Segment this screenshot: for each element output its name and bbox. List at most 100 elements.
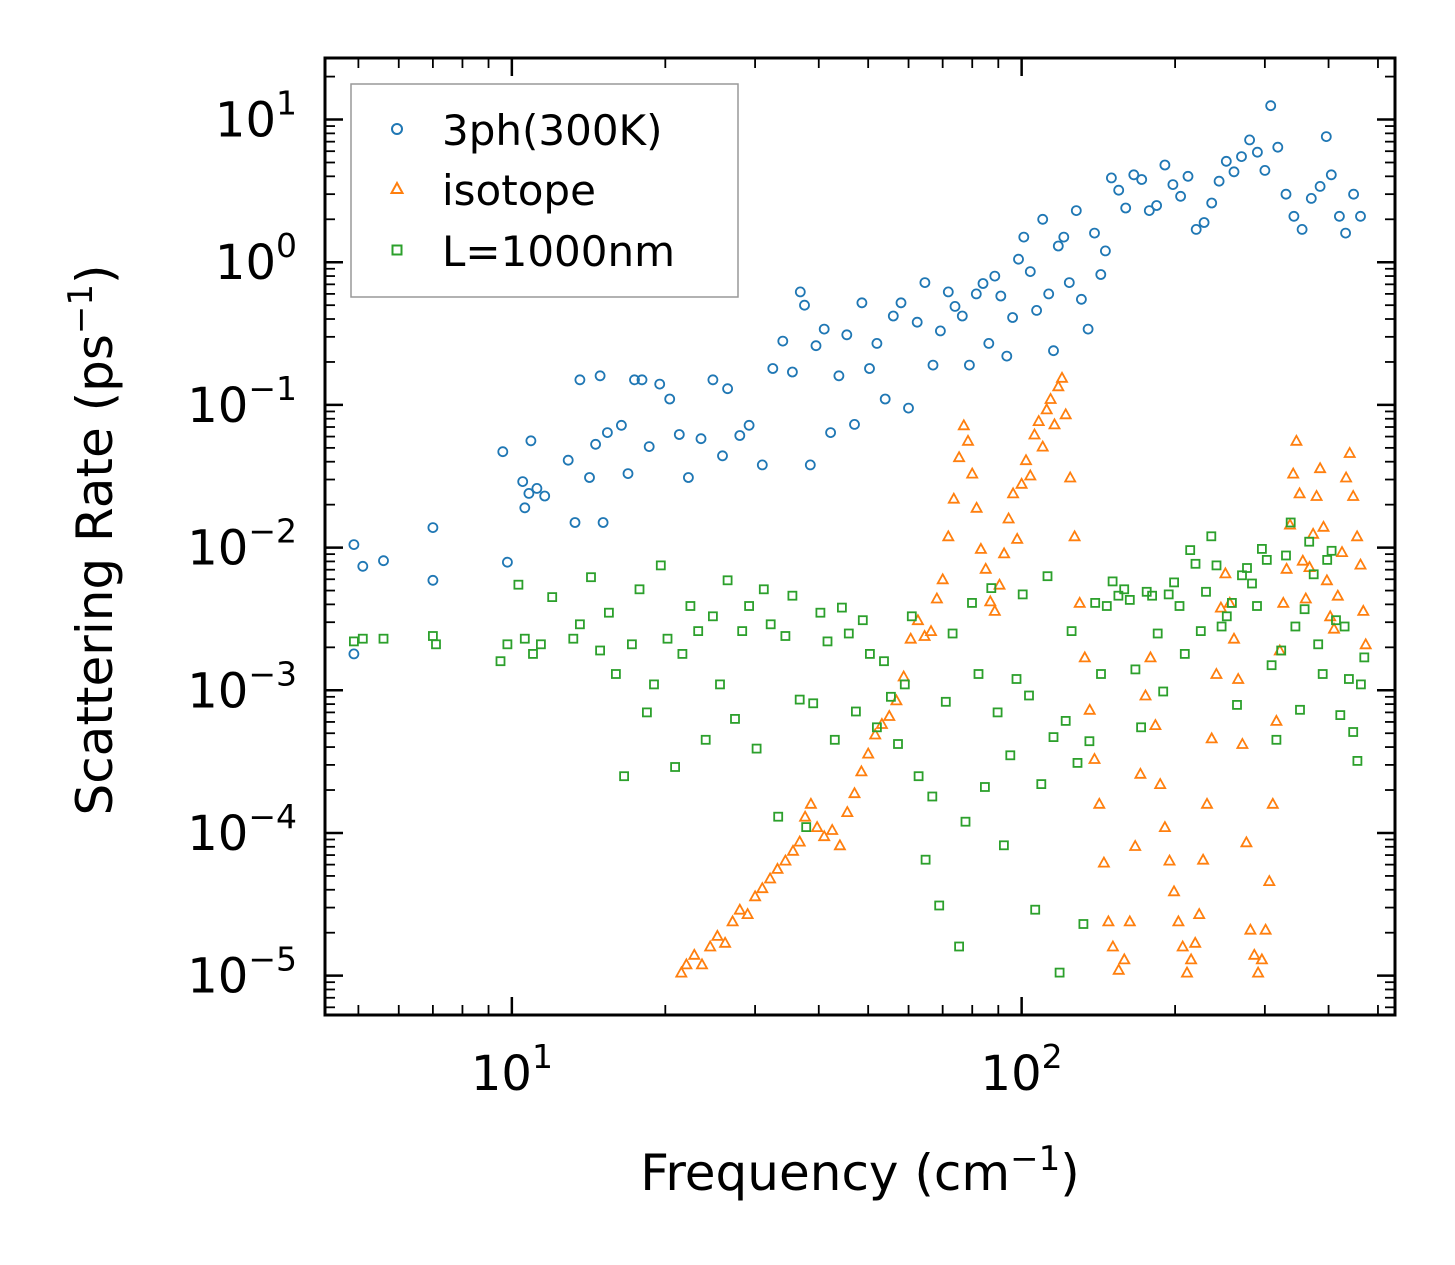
data-point — [777, 335, 789, 347]
data-point — [840, 805, 854, 817]
data-point — [1352, 756, 1363, 766]
data-point — [804, 459, 816, 471]
data-point — [1063, 470, 1077, 483]
data-point — [1169, 577, 1179, 588]
data-point — [911, 316, 923, 328]
data-point — [1089, 227, 1100, 239]
data-point — [1325, 169, 1337, 181]
data-point — [1106, 939, 1120, 952]
data-point — [949, 300, 961, 312]
data-point — [1214, 600, 1228, 613]
data-point — [1058, 231, 1070, 243]
data-point — [1243, 922, 1257, 935]
data-point — [794, 694, 805, 705]
data-point — [677, 649, 688, 659]
data-point — [1101, 601, 1112, 611]
data-point — [979, 561, 993, 574]
data-point — [960, 816, 971, 827]
data-point — [1063, 277, 1075, 289]
data-point — [1299, 604, 1310, 615]
data-point — [568, 633, 579, 644]
data-point — [1339, 470, 1353, 483]
data-point — [1096, 669, 1106, 679]
tick-layer — [325, 58, 1395, 1015]
data-point — [536, 639, 546, 650]
data-point — [1281, 550, 1291, 561]
data-point — [574, 374, 586, 386]
data-point — [743, 419, 755, 431]
data-point — [1163, 589, 1174, 600]
data-point — [726, 914, 740, 927]
data-point — [1190, 558, 1201, 569]
data-point — [1200, 796, 1214, 809]
data-point — [378, 633, 389, 644]
data-point — [427, 574, 439, 586]
data-point — [1066, 626, 1077, 636]
data-point — [1082, 323, 1094, 335]
data-point — [1078, 650, 1092, 663]
data-point — [1136, 722, 1146, 733]
data-point — [1293, 486, 1307, 499]
data-point — [1227, 598, 1237, 608]
data-point — [1070, 205, 1082, 217]
legend-marker-boundary — [391, 244, 403, 256]
data-point — [1247, 578, 1257, 589]
data-point — [348, 648, 360, 660]
data-point — [1036, 439, 1050, 452]
data-point — [997, 546, 1011, 559]
data-point — [1259, 922, 1273, 935]
data-point — [756, 459, 768, 471]
data-point — [378, 555, 389, 567]
data-point — [730, 714, 740, 724]
data-point — [1355, 210, 1366, 222]
data-point — [710, 929, 724, 941]
data-point — [1119, 584, 1130, 595]
data-point — [758, 584, 769, 595]
data-point — [829, 734, 840, 745]
data-point — [856, 297, 868, 309]
data-point — [980, 782, 990, 792]
data-point — [1218, 566, 1232, 579]
legend-frame — [350, 83, 739, 298]
data-point — [1190, 223, 1202, 235]
data-point — [1356, 679, 1366, 690]
series-2 — [674, 370, 1373, 978]
x-tick-labels: 101 102 — [471, 1037, 1063, 1102]
data-point — [1148, 718, 1162, 730]
data-point — [1179, 649, 1190, 659]
data-point — [1175, 190, 1186, 202]
data-point — [1015, 476, 1029, 489]
data-point — [787, 590, 798, 601]
data-point — [1272, 141, 1284, 153]
data-point — [1083, 702, 1097, 715]
data-point — [1331, 588, 1345, 601]
data-point — [597, 517, 609, 528]
y-tick-label: 100 — [215, 226, 297, 291]
data-point — [1296, 223, 1308, 235]
data-point — [1027, 427, 1042, 440]
data-point — [983, 337, 995, 349]
data-point — [1252, 146, 1263, 158]
data-point — [737, 626, 748, 636]
data-point — [1299, 591, 1313, 604]
data-point — [1078, 919, 1089, 929]
data-point — [1295, 704, 1305, 715]
data-point — [1276, 596, 1290, 608]
data-point — [1084, 736, 1095, 747]
data-point — [935, 325, 946, 337]
data-point — [1113, 590, 1124, 601]
data-point — [673, 429, 685, 440]
data-point — [847, 786, 862, 799]
data-point — [1019, 453, 1033, 466]
data-point — [974, 542, 988, 554]
data-point — [1195, 626, 1206, 636]
data-point — [1112, 962, 1126, 975]
data-point — [1266, 660, 1277, 671]
legend-label-3ph: 3ph(300K) — [442, 106, 662, 155]
plot-frame — [323, 56, 1397, 1017]
data-point — [871, 337, 883, 349]
data-point — [815, 607, 826, 618]
data-point — [1073, 596, 1087, 608]
data-point — [584, 472, 595, 483]
data-point — [767, 363, 779, 374]
